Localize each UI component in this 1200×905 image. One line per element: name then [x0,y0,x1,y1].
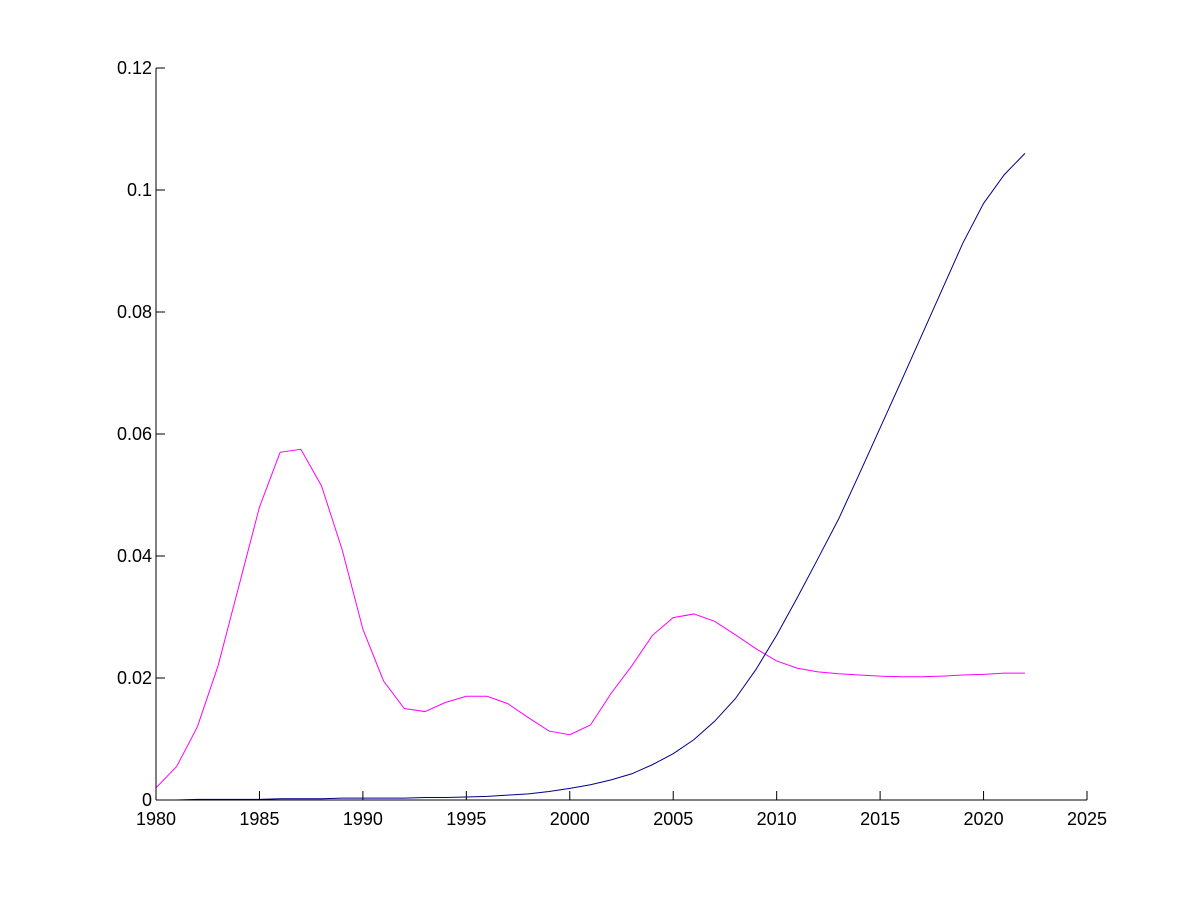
x-tick-label: 2025 [1067,809,1107,829]
series-layer [155,153,1026,801]
series-line-1 [155,448,1025,789]
x-tick-label: 2015 [860,809,900,829]
y-tick-label: 0.08 [117,302,152,322]
y-tick-label: 0.04 [117,546,152,566]
x-tick-label: 2005 [653,809,693,829]
y-tick-label: 0.1 [127,180,152,200]
y-tick-label: 0.12 [117,58,152,78]
y-tick-label: 0.02 [117,668,152,688]
x-tick-label: 2010 [757,809,797,829]
series-line-2 [156,153,1026,801]
x-tick-label: 2000 [550,809,590,829]
x-tick-label: 2020 [964,809,1004,829]
axes-layer: 1980 1985 1990 1995 2000 2005 2010 2015 2020 2025… [117,58,1107,829]
x-tick-label: 1985 [239,809,279,829]
y-tick-label: 0.06 [117,424,152,444]
x-tick-label: 1980 [136,809,176,829]
y-tick-label: 0 [142,790,152,810]
x-tick-label: 1990 [343,809,383,829]
x-tick-label: 1995 [446,809,486,829]
